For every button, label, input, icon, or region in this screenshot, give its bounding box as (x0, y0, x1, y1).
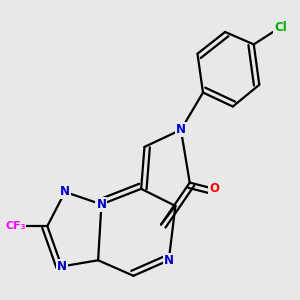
Text: N: N (60, 185, 70, 198)
Text: N: N (164, 254, 174, 267)
Text: N: N (176, 123, 186, 136)
Text: N: N (57, 260, 67, 273)
Text: CF₃: CF₃ (5, 221, 26, 231)
Text: N: N (96, 198, 106, 211)
Text: Cl: Cl (274, 21, 286, 34)
Text: O: O (209, 182, 219, 195)
